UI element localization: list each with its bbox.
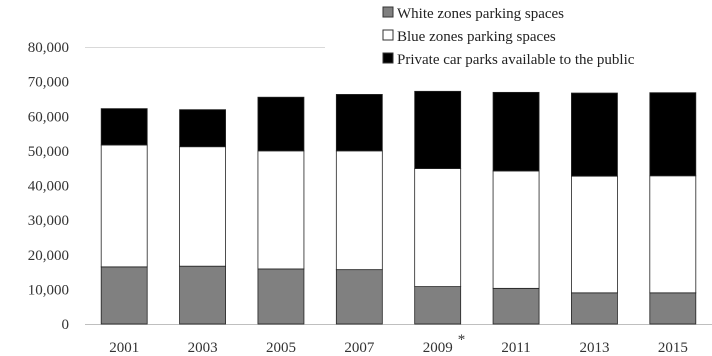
bar-segment <box>649 292 697 325</box>
bar-segment <box>571 175 618 294</box>
bar-segment <box>571 92 618 177</box>
legend-swatch <box>382 52 394 64</box>
x-tick-label: 2007 <box>344 340 375 356</box>
bar-segment <box>179 109 226 148</box>
x-tick-label: 2015 <box>658 340 688 356</box>
legend: White zones parking spaces Blue zones par… <box>382 6 635 68</box>
y-tick-label: 20,000 <box>28 248 69 264</box>
y-tick-label: 30,000 <box>28 213 69 229</box>
x-tick-label: 2011 <box>501 340 530 356</box>
x-tick-label: 2013 <box>579 340 609 356</box>
bar-segment <box>414 90 462 169</box>
bar-segment <box>257 150 305 270</box>
bar-segment <box>335 150 383 271</box>
legend-label: Blue zones parking spaces <box>397 29 556 45</box>
x-tick-label: 2003 <box>188 340 218 356</box>
bar-segment <box>492 170 540 289</box>
y-tick-label: 80,000 <box>28 40 69 56</box>
bars <box>100 90 697 325</box>
bar-segment <box>257 268 305 325</box>
y-tick-label: 60,000 <box>28 109 69 125</box>
y-tick-label: 50,000 <box>28 144 69 160</box>
legend-swatch <box>382 29 394 41</box>
bar-segment <box>492 91 540 172</box>
legend-swatch <box>382 6 394 18</box>
bar-segment <box>649 92 697 177</box>
bar-segment <box>571 292 618 325</box>
bar-segment <box>414 168 462 288</box>
x-tick-label: 2009 <box>423 340 453 356</box>
bar-segment <box>179 146 226 267</box>
bar-segment <box>335 269 383 325</box>
x-tick-label: 2001 <box>109 340 139 356</box>
y-tick-label: 70,000 <box>28 75 69 91</box>
axes: 0 10,000 20,000 30,000 40,000 50,000 60,000 70,… <box>28 40 712 356</box>
y-tick-label: 0 <box>62 317 70 333</box>
x-tick-label: 2005 <box>266 340 296 356</box>
bar-segment <box>100 108 148 146</box>
y-tick-label: 40,000 <box>28 179 69 195</box>
bar-segment <box>100 144 148 268</box>
bar-segment <box>179 265 226 325</box>
bar-segment <box>335 94 383 152</box>
legend-label: White zones parking spaces <box>397 6 564 22</box>
x-tick-note: * <box>458 332 466 348</box>
bar-segment <box>100 266 148 325</box>
bar-segment <box>492 287 540 325</box>
legend-label: Private car parks available to the publi… <box>397 52 635 68</box>
y-tick-label: 10,000 <box>28 282 69 298</box>
bar-segment <box>649 175 697 294</box>
bar-segment <box>414 286 462 325</box>
bar-segment <box>257 96 305 152</box>
